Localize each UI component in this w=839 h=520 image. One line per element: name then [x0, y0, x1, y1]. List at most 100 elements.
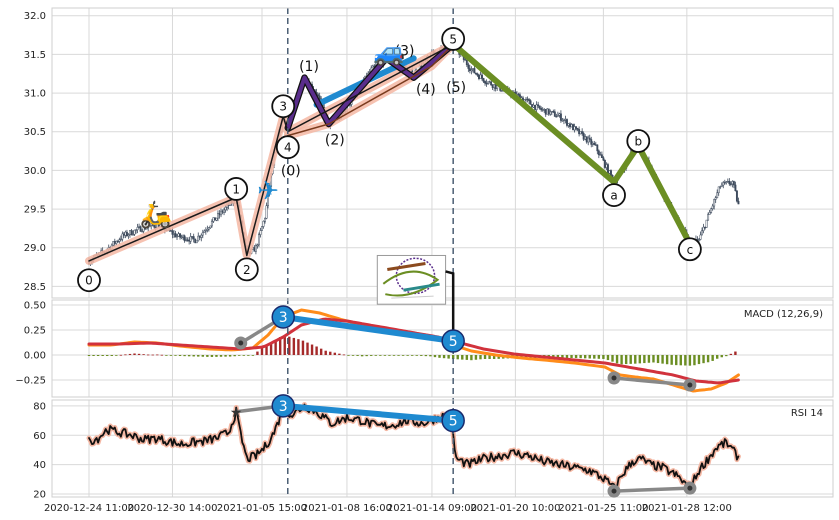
candle-body — [585, 136, 588, 143]
macd-histogram-bar — [725, 355, 728, 357]
candle-body — [610, 170, 612, 176]
xtick-label: 2021-01-20 10:00 — [470, 503, 560, 514]
candle-body — [482, 78, 485, 82]
candle-body — [723, 182, 726, 184]
scooter-icon: 🛵 — [140, 200, 172, 230]
candle-body — [127, 234, 130, 236]
candle-body — [116, 240, 119, 243]
macd-histogram-bar — [110, 355, 113, 356]
macd-histogram-bar — [429, 355, 432, 357]
candle-body — [262, 221, 265, 227]
candle-body — [481, 74, 483, 79]
macd-histogram-bar — [588, 355, 591, 359]
candle-body — [553, 111, 556, 117]
candle-body — [587, 137, 590, 143]
corrective-wave-line — [450, 41, 693, 247]
macd-histogram-bar — [274, 340, 277, 355]
candle-body — [561, 120, 564, 122]
candle-body — [268, 186, 271, 194]
candle-body — [491, 84, 494, 88]
price-ytick-label: 30.0 — [24, 166, 46, 177]
macd-histogram-bar — [629, 355, 632, 364]
candle-body — [531, 104, 534, 108]
macd-histogram-bar — [734, 351, 737, 355]
divergence-endpoint-dot — [611, 375, 617, 381]
candle-body — [525, 98, 527, 101]
macd-histogram-bar — [556, 355, 560, 358]
candle-body — [115, 240, 118, 244]
candle-body — [206, 229, 209, 231]
wave-end-vertical-lines — [287, 8, 454, 497]
macd-ytick-label: 0.50 — [24, 301, 46, 312]
candle-body — [729, 183, 732, 185]
macd-histogram-bar — [411, 355, 414, 356]
candle-body — [151, 223, 154, 226]
candle-body — [543, 109, 546, 111]
rsi-panel-frame — [51, 399, 834, 498]
price-panel — [85, 40, 740, 267]
macd-histogram-bar — [160, 354, 164, 356]
candle-body — [256, 244, 259, 247]
candle-body — [471, 68, 474, 70]
macd-histogram-bar — [187, 355, 191, 357]
candle-body — [185, 239, 188, 241]
macd-histogram-bar — [624, 355, 628, 365]
macd-histogram-bar — [565, 355, 569, 358]
candle-body — [708, 212, 711, 215]
coaster-train-top — [387, 261, 426, 271]
candle-body — [169, 230, 172, 232]
macd-histogram-bar — [201, 355, 205, 357]
divergence-wave-label: 5 — [449, 414, 458, 430]
macd-histogram-bar — [415, 355, 418, 356]
xtick-label: 2021-01-08 16:00 — [302, 503, 392, 514]
star-icon: ★ — [230, 405, 243, 421]
macd-histogram-bar — [374, 355, 377, 356]
macd-histogram-bar — [174, 355, 177, 356]
macd-histogram-bar — [638, 355, 642, 364]
wave-marker-circle — [602, 183, 626, 208]
macd-histogram-bar — [283, 335, 286, 355]
divergence-endpoint-dot — [611, 488, 617, 494]
candle-body — [532, 104, 535, 108]
wave-marker-label: 4 — [284, 141, 292, 155]
candle-body — [566, 119, 568, 126]
candle-body — [189, 236, 192, 242]
divergence-endpoint-dot — [687, 485, 693, 491]
candle-body — [183, 235, 186, 241]
wave-marker-label: 2 — [243, 263, 251, 277]
xtick-label: 2020-12-30 14:00 — [127, 503, 217, 514]
macd-histogram-bar — [333, 352, 337, 355]
macd-histogram-bar — [260, 348, 264, 355]
macd-histogram-bar — [224, 355, 227, 357]
candle-body — [726, 180, 729, 183]
macd-histogram-bar — [347, 355, 350, 356]
candle-body — [576, 128, 579, 130]
candle-body — [538, 105, 541, 109]
candle-body — [213, 217, 216, 221]
macd-histogram-bar — [351, 355, 355, 356]
macd-histogram-bar — [465, 355, 469, 360]
macd-histogram-bar — [128, 353, 132, 355]
rsi-ytick-label: 40 — [33, 460, 46, 471]
macd-ytick-label: −0.25 — [15, 376, 46, 387]
coaster-base — [391, 295, 434, 299]
macd-histogram-bar — [288, 336, 291, 355]
candle-body — [537, 104, 540, 107]
wave-marker-circle — [234, 257, 259, 282]
xtick-label: 2020-12-24 11:00 — [44, 503, 134, 514]
macd-histogram-bar — [106, 355, 109, 356]
divergence-wave-label: 3 — [279, 399, 288, 415]
candle-body — [699, 234, 702, 240]
candle-body — [575, 126, 578, 129]
candle-body — [113, 241, 116, 244]
divergence-wave-label: 3 — [279, 310, 288, 326]
candle-body — [717, 186, 720, 193]
subwave-marker-label: (1) — [299, 59, 319, 75]
macd-histogram-bar — [488, 355, 491, 359]
macd-histogram-bar — [265, 345, 268, 355]
macd-histogram-bar — [697, 355, 701, 365]
price-ytick-label: 31.0 — [24, 89, 46, 100]
candle-body — [535, 104, 538, 110]
macd-histogram-bar — [324, 350, 327, 355]
candle-body — [192, 236, 195, 240]
